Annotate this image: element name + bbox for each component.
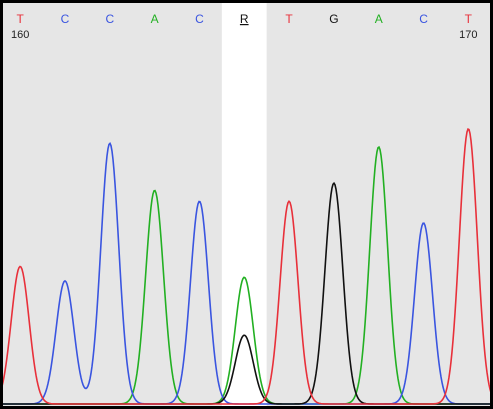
base-call-168: A: [375, 12, 383, 26]
highlight-column: [221, 0, 267, 409]
base-call-167: G: [329, 12, 338, 26]
position-label-170: 170: [459, 29, 477, 41]
base-call-164: C: [195, 12, 204, 26]
trace-t: [0, 127, 493, 405]
base-call-161: C: [61, 12, 70, 26]
base-call-163: A: [151, 12, 159, 26]
base-call-169: C: [419, 12, 428, 26]
position-label-160: 160: [11, 29, 29, 41]
base-call-165: R: [240, 12, 249, 26]
base-call-162: C: [105, 12, 114, 26]
base-call-166: T: [285, 12, 293, 26]
base-call-160: T: [16, 12, 24, 26]
base-call-170: T: [465, 12, 473, 26]
trace-layer: [0, 127, 493, 405]
label-layer: T C C A C R T G A C T 160 170: [11, 12, 478, 41]
highlight-layer: [221, 0, 267, 409]
